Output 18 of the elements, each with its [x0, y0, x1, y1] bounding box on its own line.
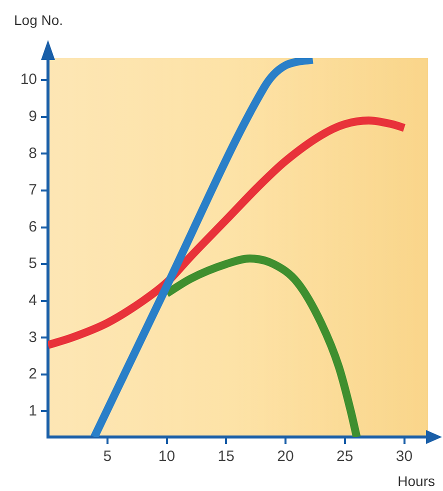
x-tick-label: 15: [218, 448, 234, 466]
x-tick-label: 10: [158, 448, 176, 466]
x-tick-label: 20: [277, 448, 294, 466]
y-tick-label: 9: [28, 108, 37, 126]
x-tick-label: 25: [336, 448, 354, 466]
x-axis-title: Hours: [398, 473, 435, 489]
y-tick-label: 10: [20, 71, 37, 88]
y-tick-label: 6: [28, 218, 37, 236]
y-tick-label: 8: [28, 144, 37, 162]
y-axis-title: Log No.: [14, 12, 64, 28]
x-tick-label: 5: [103, 448, 112, 466]
y-tick-label: 2: [28, 366, 37, 383]
y-tick-label: 4: [28, 292, 37, 309]
y-tick-label: 7: [28, 182, 37, 199]
x-tick-label: 30: [396, 448, 413, 466]
y-tick-label: 1: [28, 402, 37, 420]
y-tick-label: 3: [28, 328, 37, 346]
y-tick-label: 5: [28, 255, 37, 272]
